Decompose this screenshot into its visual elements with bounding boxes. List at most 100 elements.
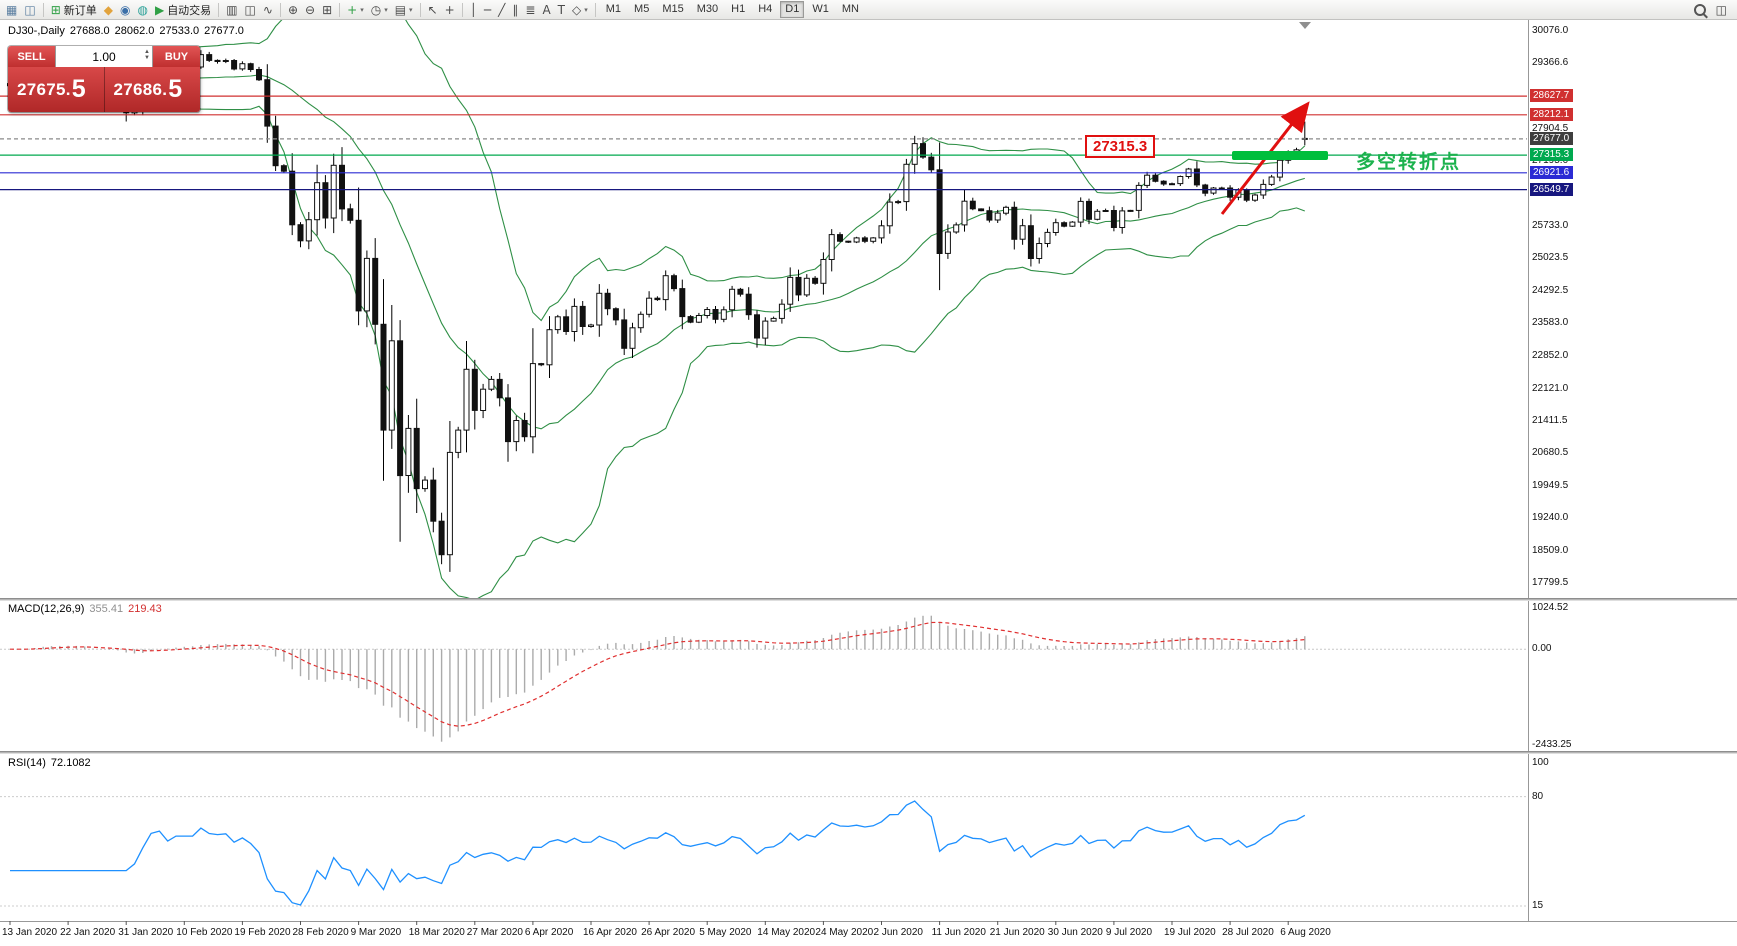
chart-close-value: 27677.0 — [204, 25, 244, 37]
timeframe-m5[interactable]: M5 — [634, 3, 650, 15]
date-axis-label: 9 Jul 2020 — [1105, 927, 1153, 938]
tile-windows-icon[interactable]: ⊞ — [319, 1, 335, 18]
timeframe-mn[interactable]: MN — [841, 3, 859, 15]
line-chart-mode-icon[interactable]: ∿ — [260, 1, 276, 18]
template-selector-icon[interactable]: ▤ ▾ — [392, 1, 416, 18]
vertical-line-icon[interactable]: │ — [467, 1, 480, 18]
rsi-value: 72.1082 — [50, 757, 91, 769]
macd-pane-separator[interactable] — [0, 598, 1737, 601]
cursor-icon[interactable]: ↖ — [425, 1, 441, 18]
date-axis-label: 11 Jun 2020 — [931, 927, 986, 938]
volume-input[interactable]: 1.00 ▲ ▼ — [55, 46, 153, 67]
period-selector-icon[interactable]: ◷ ▾ — [368, 1, 391, 18]
strategy-tester-icon[interactable]: ◍ — [134, 1, 150, 18]
sell-price-big-digit: 5 — [71, 75, 86, 104]
autotrading-button-label: 自动交易 — [167, 4, 212, 17]
turning-point-text[interactable]: 多空转折点 — [1356, 152, 1462, 174]
price-axis-tick: 19949.5 — [1532, 480, 1569, 492]
price-axis-badge: 28627.7 — [1530, 89, 1574, 103]
add-indicator-icon[interactable]: + ▾ — [344, 1, 367, 18]
horizontal-line-icon[interactable]: ─ — [481, 1, 494, 18]
timeframe-m15[interactable]: M15 — [662, 3, 684, 15]
turning-point-highlight-band[interactable] — [1232, 151, 1328, 161]
buy-price: 27686. 5 — [103, 67, 201, 112]
macd-signal-value: 219.43 — [128, 603, 162, 615]
date-axis-label: 16 Apr 2020 — [583, 927, 637, 938]
zoom-in-icon[interactable]: ⊕ — [285, 1, 301, 18]
text-label-icon-glyph: T — [557, 2, 566, 17]
rsi-axis-tick: 15 — [1532, 900, 1544, 911]
new-chart-icon[interactable]: ▦ — [3, 1, 20, 18]
volume-spinner[interactable]: ▲ ▼ — [144, 49, 150, 61]
arrow-objects-icon[interactable]: ◇ ▾ — [569, 1, 591, 18]
chart-shift-marker — [1299, 22, 1311, 29]
chart-low-value: 27533.0 — [159, 25, 200, 37]
chart-open-value: 27688.0 — [69, 25, 110, 37]
macd-axis-zero: 0.00 — [1532, 643, 1552, 655]
sell-button[interactable]: SELL — [8, 46, 55, 67]
text-label-icon[interactable]: T — [555, 1, 568, 18]
sell-price-main: 27675. — [17, 79, 71, 99]
timeframe-m1[interactable]: M1 — [605, 3, 622, 15]
price-axis-badge: 28212.1 — [1530, 107, 1574, 121]
buy-button[interactable]: BUY — [153, 46, 200, 67]
main-toolbar: ▦ ◫ ⊞ 新订单 ◆ ◉ ◍ ▶ 自动交易 ▥ ◫ ∿ ⊕ ⊖ ⊞ + ▾ ◷ ▾ ▤ ▾ ↖ + │ ─ ╱ ∥ ≣ A T ◇ ▾ M1 M… — [0, 0, 1737, 20]
spinner-down-icon[interactable]: ▼ — [144, 55, 150, 61]
metaeditor-icon-glyph: ◆ — [103, 2, 113, 17]
rsi-indicator-label: RSI(14) 72.1082 — [8, 757, 96, 769]
price-axis-tick: 30076.0 — [1532, 25, 1569, 36]
autotrading-button[interactable]: ▶ 自动交易 — [152, 1, 214, 18]
new-order-button[interactable]: ⊞ 新订单 — [48, 1, 100, 18]
text-icon[interactable]: A — [539, 1, 553, 18]
date-axis[interactable] — [0, 921, 1737, 946]
timeframe-h1[interactable]: H1 — [731, 3, 746, 15]
fibonacci-icon[interactable]: ≣ — [522, 1, 538, 18]
price-axis-tick: 24292.5 — [1532, 285, 1569, 297]
price-axis-badge: 26549.7 — [1530, 182, 1574, 196]
trendline-icon[interactable]: ╱ — [495, 1, 508, 18]
timeframe-d1[interactable]: D1 — [780, 1, 805, 18]
trendline-icon-glyph: ╱ — [498, 2, 506, 17]
price-annotation-label[interactable]: 27315.3 — [1085, 135, 1156, 159]
date-axis-label: 18 Mar 2020 — [408, 927, 465, 938]
line-chart-mode-icon-glyph: ∿ — [262, 2, 273, 17]
timeframe-h4[interactable]: H4 — [758, 3, 773, 15]
market-depth-icon-glyph: ◉ — [119, 2, 131, 17]
strategy-tester-icon-glyph: ◍ — [137, 2, 148, 17]
data-window-button[interactable]: ◫ — [1713, 1, 1730, 18]
zoom-out-icon-glyph: ⊖ — [305, 2, 316, 17]
template-selector-icon-glyph: ▤ — [394, 2, 407, 17]
zoom-out-icon[interactable]: ⊖ — [302, 1, 318, 18]
profiles-icon-glyph: ◫ — [24, 2, 36, 17]
toolbar-separator — [419, 2, 421, 17]
equidistant-channel-icon-glyph: ∥ — [512, 2, 519, 17]
zoom-in-icon-glyph: ⊕ — [287, 2, 298, 17]
price-axis-tick: 19240.0 — [1532, 512, 1569, 524]
crosshair-icon[interactable]: + — [442, 1, 458, 18]
price-axis-tick: 22121.0 — [1532, 382, 1569, 394]
market-depth-icon[interactable]: ◉ — [117, 1, 133, 18]
price-axis-tick: 25733.0 — [1532, 220, 1569, 232]
spinner-up-icon[interactable]: ▲ — [144, 49, 150, 55]
timeframe-w1[interactable]: W1 — [812, 3, 829, 15]
toolbar-separator — [42, 2, 44, 17]
new-order-button-label: 新订单 — [63, 4, 97, 17]
date-axis-label: 27 Mar 2020 — [466, 927, 523, 938]
equidistant-channel-icon[interactable]: ∥ — [509, 1, 521, 18]
search-button[interactable] — [1691, 1, 1709, 18]
crosshair-icon-glyph: + — [444, 2, 455, 17]
toolbar-separator — [218, 2, 220, 17]
bar-chart-mode-icon[interactable]: ▥ — [223, 1, 240, 18]
rsi-pane-separator[interactable] — [0, 751, 1737, 754]
date-axis-label: 21 Jun 2020 — [989, 927, 1045, 938]
candlestick-mode-icon[interactable]: ◫ — [242, 1, 259, 18]
new-order-glyph: ⊞ — [50, 2, 61, 17]
timeframe-m30[interactable]: M30 — [696, 3, 719, 15]
one-click-trading-panel: SELL 1.00 ▲ ▼ BUY 27675. 5 27686. 5 — [8, 46, 200, 112]
price-axis-tick: 25023.5 — [1532, 252, 1569, 264]
price-axis-tick: 18509.0 — [1532, 545, 1569, 557]
metaeditor-icon[interactable]: ◆ — [101, 1, 116, 18]
profiles-icon[interactable]: ◫ — [21, 1, 38, 18]
toolbar-separator — [594, 2, 596, 17]
